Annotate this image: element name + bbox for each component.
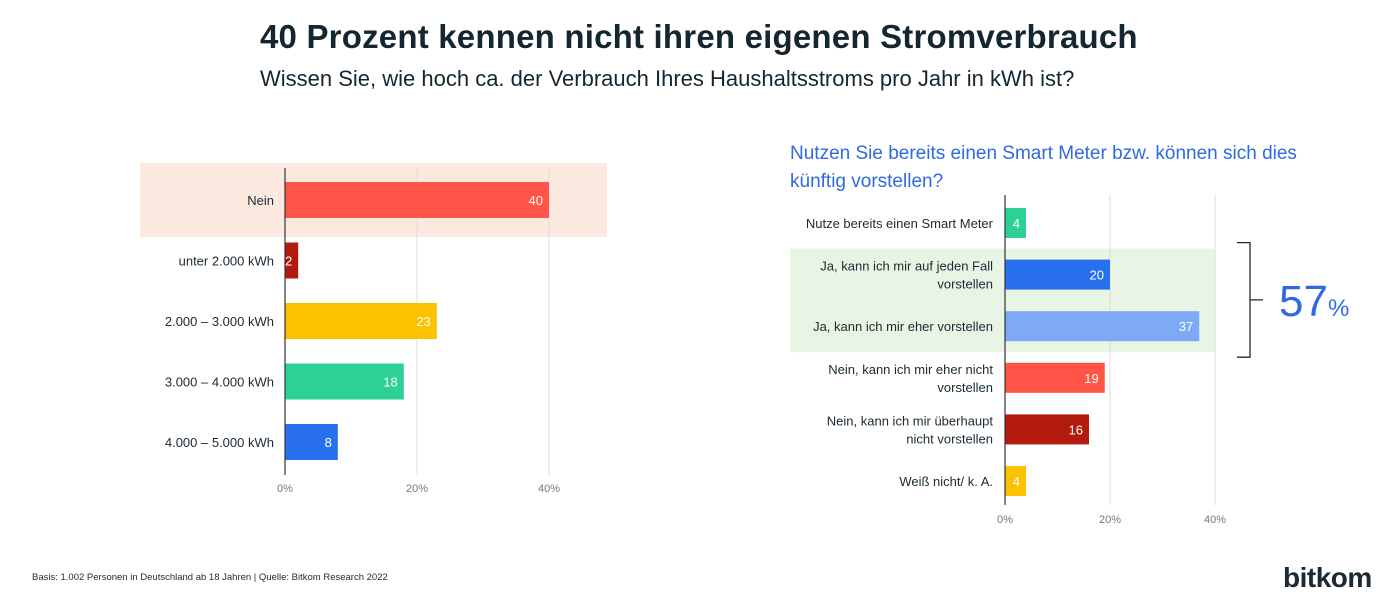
chart-title: 40 Prozent kennen nicht ihren eigenen St… xyxy=(260,18,1138,55)
c2-total-bracket xyxy=(1237,241,1263,358)
c2-tick-label: 40% xyxy=(1204,514,1226,526)
c2-data-label: 4 xyxy=(1013,474,1020,489)
c2-data-label: 20 xyxy=(1090,268,1104,283)
c2-bar xyxy=(1005,208,1026,238)
c2-data-label: 16 xyxy=(1069,422,1083,437)
c1-data-label: 2 xyxy=(285,254,292,269)
c2-bar xyxy=(1005,414,1089,445)
c1-bar xyxy=(285,363,404,400)
c1-tick-label: 40% xyxy=(538,483,560,495)
c1-bar xyxy=(285,182,549,218)
c1-data-label: 23 xyxy=(416,314,430,329)
c2-total-number: 57 xyxy=(1279,277,1328,326)
c1-data-label: 40 xyxy=(529,193,543,208)
c2-bar xyxy=(1005,311,1200,342)
c1-highlight-band xyxy=(140,163,607,237)
c2-category-label: Weiß nicht/ k. A. xyxy=(899,474,993,489)
c1-data-label: 8 xyxy=(325,435,332,450)
c1-bar xyxy=(285,303,437,339)
c1-tick-label: 0% xyxy=(277,483,293,495)
c2-category-label: Nein, kann ich mir eher nicht xyxy=(828,362,993,377)
c1-category-label: 2.000 – 3.000 kWh xyxy=(165,314,274,329)
c2-total-unit: % xyxy=(1328,295,1349,322)
c1-category-label: Nein xyxy=(247,193,274,208)
bitkom-logo: bitkom xyxy=(1283,562,1372,593)
c2-total-value: 57% xyxy=(1279,277,1349,326)
c1-bar xyxy=(285,424,338,460)
c2-category-label: nicht vorstellen xyxy=(906,431,993,446)
c1-category-label: 3.000 – 4.000 kWh xyxy=(165,375,274,390)
c1-tick-label: 20% xyxy=(406,483,428,495)
c2-tick-label: 20% xyxy=(1099,514,1121,526)
smart-meter-question: Nutzen Sie bereits einen Smart Meter bzw… xyxy=(790,143,1297,192)
c2-category-label: vorstellen xyxy=(937,277,993,292)
c1-category-label: unter 2.000 kWh xyxy=(179,254,274,269)
chart-subtitle: Wissen Sie, wie hoch ca. der Verbrauch I… xyxy=(260,66,1075,91)
c2-bar xyxy=(1005,362,1105,393)
c1-category-label: 4.000 – 5.000 kWh xyxy=(165,435,274,450)
c2-category-label: Nein, kann ich mir überhaupt xyxy=(827,413,994,428)
c2-data-label: 37 xyxy=(1179,319,1193,334)
c2-data-label: 4 xyxy=(1013,216,1020,231)
c1-bar xyxy=(285,242,299,279)
c2-category-label: vorstellen xyxy=(937,380,993,395)
source-footnote: Basis: 1.002 Personen in Deutschland ab … xyxy=(32,572,388,583)
c2-category-label: Ja, kann ich mir eher vorstellen xyxy=(813,319,993,334)
c2-tick-label: 0% xyxy=(997,514,1013,526)
c1-data-label: 18 xyxy=(383,375,397,390)
c2-category-label: Nutze bereits einen Smart Meter xyxy=(806,216,994,231)
c2-bar xyxy=(1005,466,1026,496)
c2-bar xyxy=(1005,259,1110,290)
c2-category-label: Ja, kann ich mir auf jeden Fall xyxy=(820,259,993,274)
c2-data-label: 19 xyxy=(1084,371,1098,386)
c2-highlight-band xyxy=(790,248,1215,353)
